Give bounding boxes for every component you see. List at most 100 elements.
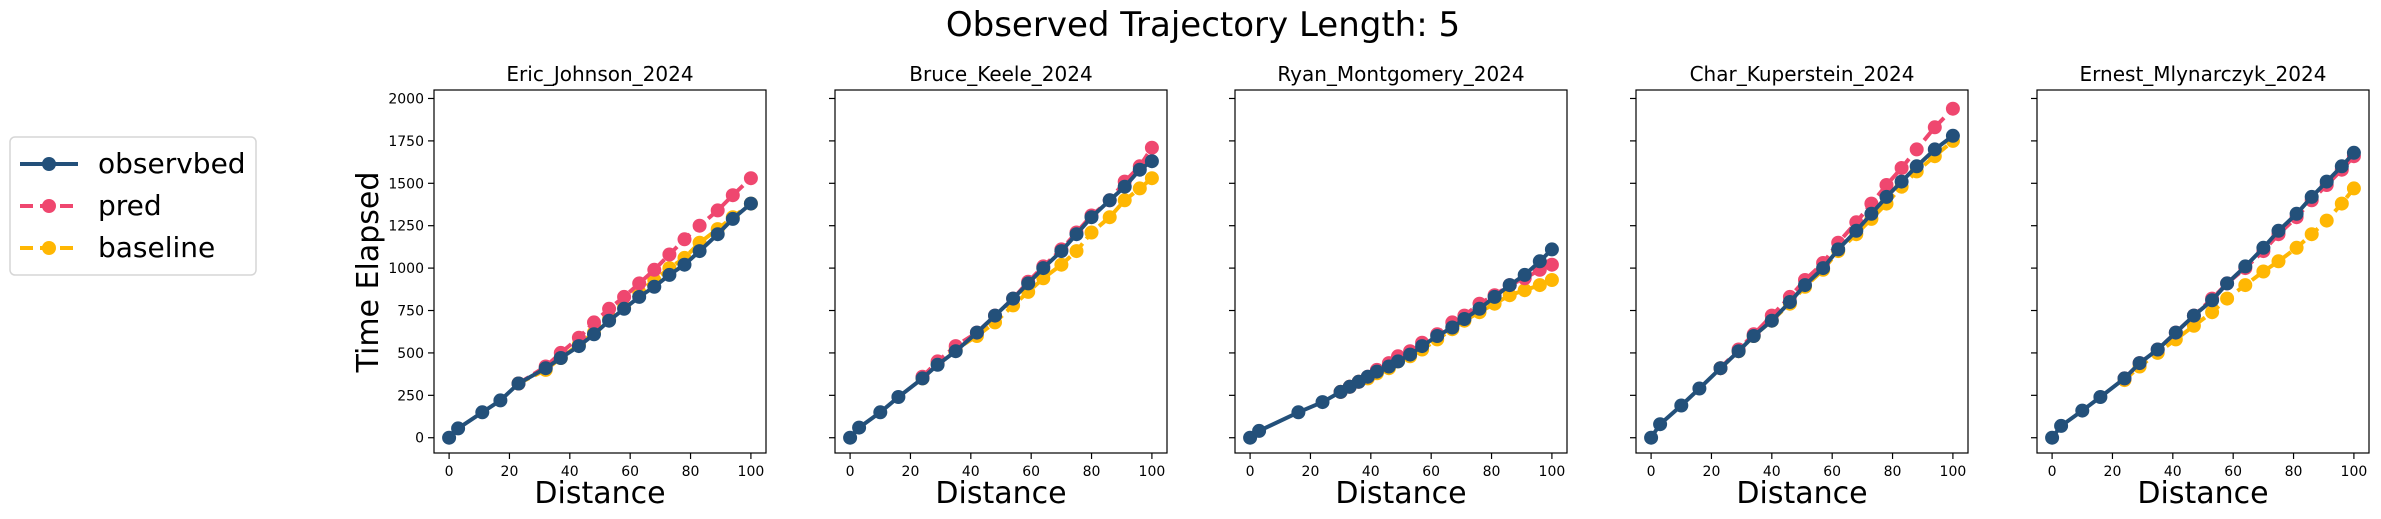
data-point-observbed	[493, 393, 508, 408]
x-tick-label: 80	[682, 464, 700, 480]
legend-label-pred: pred	[98, 189, 162, 222]
data-point-observbed	[2132, 356, 2147, 371]
data-point-baseline	[2205, 305, 2220, 320]
data-point-observbed	[1291, 405, 1306, 420]
data-point-observbed	[1144, 154, 1159, 169]
legend-label-observbed: observbed	[98, 147, 246, 180]
data-point-observbed	[1653, 417, 1668, 432]
data-point-observbed	[587, 327, 601, 342]
data-point-baseline	[2319, 213, 2334, 228]
data-point-baseline	[2334, 196, 2349, 211]
x-tick-label: 60	[1823, 464, 1841, 480]
data-point-observbed	[1117, 179, 1132, 194]
x-tick-label: 40	[1763, 464, 1781, 480]
data-point-observbed	[2319, 174, 2334, 189]
data-point-observbed	[1315, 395, 1330, 410]
data-point-observbed	[1415, 339, 1430, 354]
series-baseline	[2117, 181, 2361, 388]
data-point-observbed	[1831, 242, 1846, 257]
x-tick-label: 0	[846, 464, 855, 480]
data-point-pred	[602, 301, 617, 316]
x-tick-label: 20	[902, 464, 920, 480]
data-point-observbed	[662, 267, 677, 282]
data-point-observbed	[1532, 254, 1547, 269]
data-point-observbed	[2304, 189, 2319, 204]
data-point-observbed	[2150, 342, 2165, 357]
x-tick-label: 60	[621, 464, 639, 480]
subplot-4: 0 20 40 60 80 100 Char_Kuperstein_2024 Distance	[1630, 62, 1969, 511]
data-point-observbed	[1369, 364, 1384, 379]
legend-marker-pred	[42, 199, 56, 213]
x-tick-label: 20	[1302, 464, 1320, 480]
series-observbed	[843, 154, 1159, 445]
data-point-observbed	[2054, 418, 2069, 433]
data-point-observbed	[1487, 289, 1502, 304]
data-point-observbed	[915, 371, 930, 386]
y-tick-label: 1250	[388, 219, 424, 235]
x-axis-label: Distance	[935, 476, 1066, 511]
data-point-pred	[647, 262, 662, 277]
data-point-observbed	[1782, 295, 1797, 309]
x-tick-label: 20	[1703, 464, 1721, 480]
data-point-observbed	[1674, 398, 1689, 413]
data-point-observbed	[930, 357, 945, 372]
subplot-3: 0 20 40 60 80 100 Ryan_Montgomery_2024 Distance	[1229, 62, 1568, 511]
data-point-baseline	[2289, 240, 2304, 255]
data-point-pred	[1544, 257, 1559, 272]
data-point-observbed	[1502, 278, 1517, 293]
data-point-observbed	[2205, 293, 2220, 308]
data-point-observbed	[2238, 259, 2253, 274]
data-point-observbed	[632, 289, 647, 304]
x-tick-label: 60	[1422, 464, 1440, 480]
data-point-observbed	[2256, 240, 2271, 255]
data-point-observbed	[2093, 390, 2108, 404]
data-point-observbed	[852, 420, 867, 435]
x-tick-label: 100	[2341, 464, 2368, 480]
legend-entry-baseline: baseline	[20, 231, 215, 264]
data-point-pred	[587, 315, 601, 330]
legend: observbed pred baseline	[9, 136, 257, 276]
data-point-observbed	[1252, 423, 1267, 438]
data-point-pred	[692, 218, 707, 233]
data-point-observbed	[1457, 312, 1472, 326]
data-point-baseline	[1084, 225, 1099, 240]
data-point-observbed	[1472, 301, 1487, 316]
data-point-observbed	[475, 405, 490, 420]
data-point-observbed	[617, 301, 632, 316]
data-point-pred	[1945, 101, 1960, 116]
data-point-observbed	[2117, 371, 2132, 386]
data-point-observbed	[969, 325, 984, 340]
data-point-observbed	[1927, 142, 1942, 157]
data-point-observbed	[1084, 210, 1099, 225]
data-point-baseline	[1132, 181, 1147, 196]
data-point-observbed	[2289, 206, 2304, 221]
x-tick-label: 40	[2164, 464, 2182, 480]
x-tick-label: 0	[445, 464, 454, 480]
data-point-baseline	[1036, 271, 1051, 286]
data-point-observbed	[2334, 159, 2349, 174]
data-point-observbed	[1864, 206, 1879, 221]
subplot-title: Char_Kuperstein_2024	[1690, 62, 1915, 86]
y-tick-label: 1750	[388, 134, 424, 150]
series-observbed	[442, 196, 758, 445]
data-point-observbed	[571, 339, 586, 354]
x-tick-label: 40	[1362, 464, 1380, 480]
data-point-baseline	[1069, 244, 1084, 259]
data-point-observbed	[2346, 145, 2361, 160]
data-point-pred	[1879, 178, 1894, 192]
data-point-pred	[662, 247, 677, 262]
data-point-observbed	[1849, 223, 1864, 238]
data-point-observbed	[442, 430, 457, 445]
data-point-observbed	[2045, 430, 2060, 445]
data-point-observbed	[602, 313, 617, 328]
data-point-pred	[725, 188, 740, 203]
data-point-observbed	[1403, 347, 1418, 362]
data-point-observbed	[1036, 261, 1051, 276]
data-point-baseline	[2186, 318, 2201, 333]
x-tick-label: 0	[1647, 464, 1656, 480]
x-tick-label: 0	[2048, 464, 2057, 480]
data-point-observbed	[1391, 354, 1405, 369]
series-pred	[511, 171, 758, 391]
data-point-observbed	[2271, 223, 2286, 238]
